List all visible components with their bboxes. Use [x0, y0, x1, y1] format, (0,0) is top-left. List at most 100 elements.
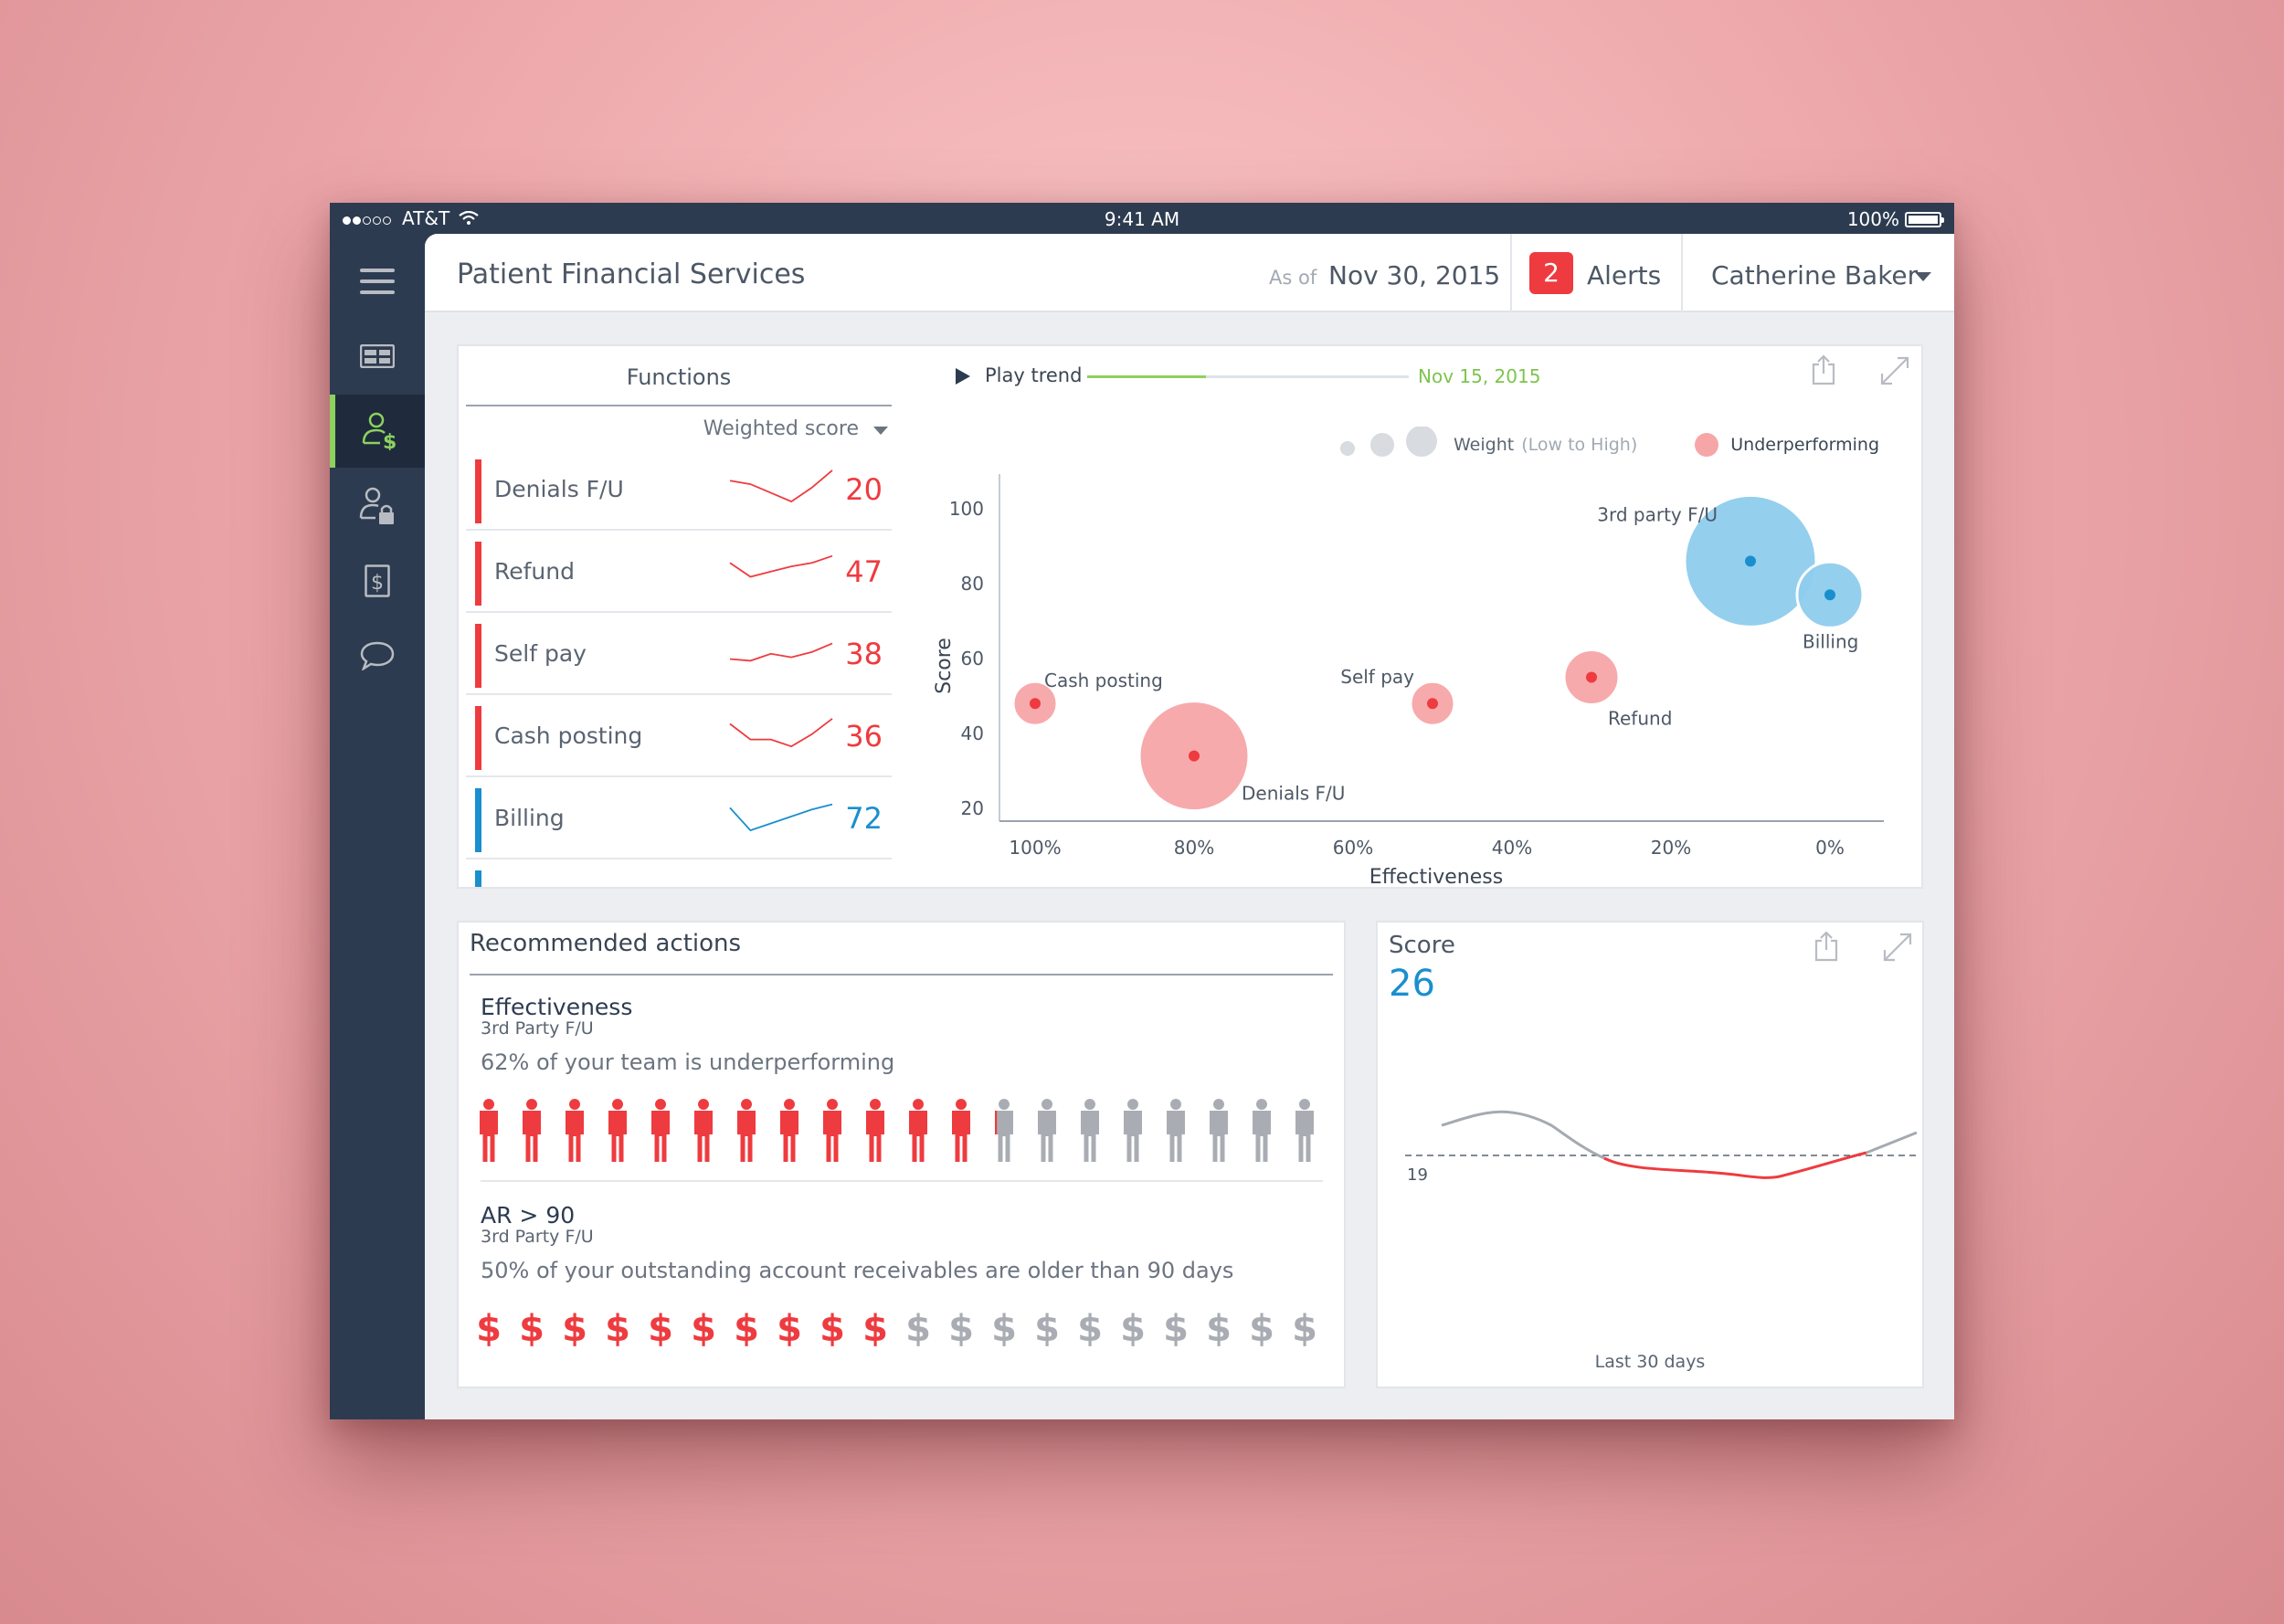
status-bar	[475, 459, 481, 523]
recommended-actions-card: Recommended actions Effectiveness 3rd Pa…	[457, 921, 1346, 1388]
function-score: 47	[845, 554, 883, 589]
action-item-ar90[interactable]: AR > 90 3rd Party F/U 50% of your outsta…	[481, 1202, 1330, 1283]
function-row[interactable]: 3rd Party F/U81	[466, 859, 892, 887]
person-icon	[566, 1099, 584, 1162]
action-description: 50% of your outstanding account receivab…	[481, 1258, 1234, 1283]
point-label: 3rd party F/U	[1597, 503, 1718, 525]
share-button[interactable]	[1810, 353, 1837, 390]
y-axis-title: Score	[933, 638, 956, 694]
functions-card: Functions Weighted score Denials F/U 20 Re…	[457, 344, 1923, 889]
functions-list: Functions Weighted score Denials F/U 20 Re…	[466, 346, 892, 887]
expand-icon	[1880, 356, 1909, 385]
svg-text:$: $	[777, 1308, 801, 1348]
sparkline-path	[729, 718, 833, 748]
action-item-effectiveness[interactable]: Effectiveness 3rd Party F/U 62% of your …	[481, 994, 1330, 1075]
dollar-icon: $	[520, 1308, 544, 1348]
function-score: 81	[845, 883, 883, 887]
sparkline-path	[729, 642, 833, 662]
user-lock-icon	[359, 487, 394, 524]
trend-slider[interactable]	[1087, 375, 1409, 378]
chevron-down-icon[interactable]	[873, 427, 888, 435]
svg-text:$: $	[1035, 1308, 1059, 1348]
dollar-icon: $	[992, 1308, 1016, 1348]
svg-text:$: $	[992, 1308, 1016, 1348]
wifi-icon	[459, 211, 479, 225]
person-icon	[823, 1099, 841, 1162]
user-menu[interactable]: Catherine Baker	[1711, 260, 1919, 290]
scatter-point[interactable]: Refund	[1562, 649, 1672, 730]
clock-label: 9:41 AM	[1104, 208, 1180, 230]
person-icon	[909, 1099, 927, 1162]
expand-button[interactable]	[1879, 355, 1910, 390]
scatter-point[interactable]: Denials F/U	[1137, 700, 1345, 813]
function-row[interactable]: Self pay 38	[466, 613, 892, 695]
function-name: Denials F/U	[494, 476, 624, 502]
function-score: 72	[845, 801, 883, 836]
dollar-icon: $	[649, 1308, 672, 1348]
person-icon	[694, 1099, 713, 1162]
action-heading: Effectiveness	[481, 994, 633, 1020]
main-content: Patient Financial Services As of Nov 30,…	[425, 234, 1954, 1419]
alerts-button[interactable]: Alerts	[1587, 260, 1662, 290]
function-row[interactable]: Denials F/U 20	[466, 448, 892, 531]
expand-button[interactable]	[1882, 932, 1913, 966]
dollar-icon: $	[1078, 1308, 1102, 1348]
user-dollar-icon: $	[362, 412, 397, 450]
dollar-icon: $	[1207, 1308, 1231, 1348]
sidebar-item-billing[interactable]: $	[330, 544, 425, 617]
expand-icon	[1883, 933, 1912, 962]
dollar-icon: $	[949, 1308, 973, 1348]
person-icon	[523, 1099, 541, 1162]
bubble-center	[1824, 589, 1835, 601]
header-divider	[1510, 234, 1512, 312]
sort-dropdown[interactable]: Weighted score	[703, 417, 859, 440]
as-of-label: As of	[1269, 267, 1317, 289]
sidebar-item-financial[interactable]: $	[330, 395, 425, 468]
chevron-down-icon[interactable]	[1915, 272, 1931, 281]
sidebar-item-dashboard[interactable]	[330, 320, 425, 393]
function-row[interactable]: Billing 72	[466, 777, 892, 859]
battery-icon	[1905, 211, 1944, 227]
dollar-icon: $	[906, 1308, 930, 1348]
sidebar-item-security[interactable]	[330, 469, 425, 543]
as-of-date[interactable]: Nov 30, 2015	[1328, 260, 1501, 290]
legend-underperforming-label: Underperforming	[1730, 435, 1880, 455]
dollar-icon: $	[1250, 1308, 1274, 1348]
share-button[interactable]	[1813, 930, 1840, 966]
point-label: Billing	[1803, 630, 1858, 652]
status-bar	[475, 706, 481, 770]
sparkline	[729, 803, 833, 832]
receivables-dollar-graphic: $ $ $ $ $ $ $ $ $ $ $ $ $ $ $ $ $ $ $ $	[477, 1304, 1336, 1348]
share-icon	[1814, 931, 1838, 962]
scatter-point[interactable]: Self pay	[1340, 666, 1456, 727]
bubble-center	[1189, 750, 1200, 762]
share-icon	[1812, 354, 1835, 385]
sidebar-item-messages[interactable]	[330, 619, 425, 692]
bubble-center	[1030, 698, 1041, 710]
function-row[interactable]: Refund 47	[466, 531, 892, 613]
svg-text:$: $	[563, 1308, 587, 1348]
divider	[481, 1180, 1323, 1182]
score-line-above	[1866, 1131, 1918, 1155]
x-tick-label: 80%	[1174, 837, 1214, 859]
trend-slider-fill	[1087, 375, 1207, 378]
function-name: Self pay	[494, 640, 587, 667]
function-row[interactable]: Cash posting 36	[466, 695, 892, 777]
menu-button[interactable]	[330, 245, 425, 318]
point-label: Cash posting	[1044, 670, 1163, 691]
scatter-point[interactable]: Billing	[1795, 560, 1865, 652]
person-icon	[737, 1099, 756, 1162]
scatter-point[interactable]: 3rd party F/U	[1597, 493, 1818, 628]
action-heading: AR > 90	[481, 1202, 576, 1229]
status-bar	[475, 542, 481, 606]
person-icon	[995, 1099, 1013, 1162]
play-trend-button[interactable]: Play trend	[985, 364, 1083, 386]
alerts-count-badge[interactable]: 2	[1529, 252, 1573, 294]
recommended-actions-title: Recommended actions	[470, 930, 742, 957]
battery-label: 100%	[1846, 208, 1899, 230]
scatter-point[interactable]: Cash posting	[1011, 670, 1163, 727]
dollar-icon: $	[563, 1308, 587, 1348]
score-line-below	[1603, 1151, 1867, 1179]
x-tick-label: 20%	[1651, 837, 1691, 859]
play-icon[interactable]	[956, 368, 970, 385]
